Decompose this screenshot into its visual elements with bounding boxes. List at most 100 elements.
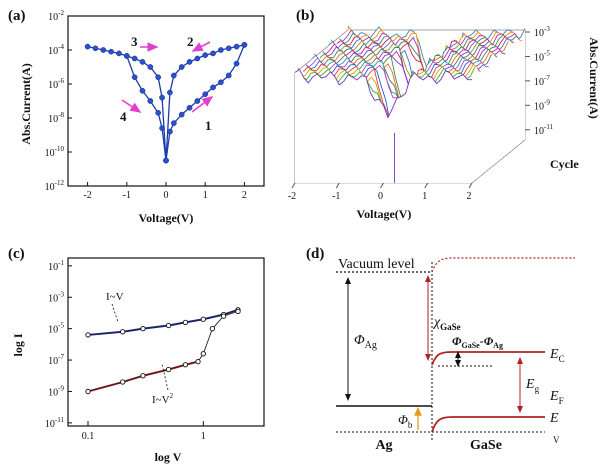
panel-c-ytick-label: 10-7 [48, 353, 64, 367]
panel-b-ztick-label: 10-9 [534, 98, 550, 112]
panel-a-point [210, 84, 216, 91]
sweep-label-2: 2 [187, 34, 194, 49]
panel-c-point [140, 373, 146, 379]
panel-a-point [225, 72, 232, 79]
panel-a-point [202, 52, 209, 58]
panel-b-xtick [291, 182, 296, 189]
panel-a-point [131, 55, 138, 62]
panel-a-point [131, 74, 138, 81]
panel-c-point [85, 388, 91, 395]
panel-b-ticks: -2 -1 0 1 2 10-3 10-5 10-7 10-9 10-11 [288, 25, 554, 202]
panel-b-zlabel: Abs.Current(A) [587, 37, 600, 118]
fit-pointer-iv2 [161, 363, 169, 391]
panel-a-xtick-label: -1 [123, 190, 131, 201]
panel-a-point [155, 110, 162, 116]
panel-a-point [186, 104, 193, 111]
panel-a-point [159, 94, 165, 101]
panel-c-point [209, 326, 216, 332]
panel-b-ztick-label: 10-5 [534, 49, 550, 63]
panel-b-xtick [335, 182, 340, 189]
sweep-arrow-4 [121, 99, 142, 113]
sweep-label-3: 3 [131, 34, 138, 49]
panel-b-xtick [380, 182, 384, 189]
panel-c-ytick-label: 10-9 [48, 384, 64, 398]
panel-a-point [139, 87, 146, 94]
panel-a-xtick-label: 0 [164, 190, 169, 201]
panel-c-ylabel: log I [11, 333, 25, 356]
panel-c-xlabel: log V [155, 450, 182, 464]
panel-a-xlabel: Voltage(V) [139, 211, 194, 225]
sweep-label-1: 1 [205, 118, 212, 133]
panel-b-xtick-label: -2 [288, 191, 296, 202]
panel-c-point [220, 313, 227, 319]
panel-a-point [194, 98, 201, 104]
panel-a-point [233, 43, 240, 50]
panel-a-point [167, 89, 173, 96]
panel-b-curves [294, 25, 526, 183]
panel-a-ytick-label: 10-12 [45, 179, 65, 193]
panel-a-ytick-label: 10-8 [48, 111, 64, 125]
panel-c: (c) log I log V 0.1 1 10-1 10-3 10-5 10-7 10-9… [8, 246, 265, 464]
valence-band-edge [431, 416, 545, 433]
panel-c-point [195, 358, 201, 365]
panel-a-point [210, 50, 216, 57]
vacuum-bend-gase [431, 257, 575, 273]
fit-pointer-iv [111, 303, 119, 323]
panel-a-line-hrs-neg [126, 55, 167, 161]
panel-c-ticks: 0.1 1 10-1 10-3 10-5 10-7 10-9 10-11 [45, 259, 206, 442]
panel-c-data-I~V2 [87, 310, 239, 392]
panel-b-xlabel: Voltage(V) [357, 207, 412, 221]
sweep-arrow-1 [191, 96, 214, 113]
panel-b-ztick-label: 10-3 [534, 25, 550, 39]
panel-b-xtick [468, 182, 473, 189]
panel-a-ytick-label: 10-2 [48, 9, 64, 23]
panel-a-xtick-label: 2 [242, 190, 247, 201]
panel-b-xtick [424, 182, 429, 189]
panel-a-point [100, 47, 107, 53]
fit-label-iv: I~V [106, 291, 124, 303]
panel-c-point [85, 332, 91, 338]
panel-a-point [147, 64, 154, 70]
panel-b-xtick-label: 0 [378, 191, 383, 202]
vacuum-level-label: Vacuum level [338, 257, 415, 272]
panel-b-ztick-label: 10-11 [534, 123, 554, 137]
sweep-arrow-2 [191, 41, 211, 52]
ef-label: EF [549, 389, 564, 406]
panel-a-ytick-label: 10-4 [48, 43, 64, 57]
panel-c-data [85, 307, 241, 395]
panel-a-point [186, 59, 193, 65]
panel-c-fit-I~V [87, 308, 239, 336]
panel-a-point [147, 98, 154, 104]
panel-b-cycle-curve [294, 68, 473, 119]
panel-a-point [108, 48, 114, 55]
panel-a-point [116, 50, 122, 57]
panel-a-point [139, 59, 146, 65]
panel-a-point [194, 55, 201, 62]
panel-c-point [200, 316, 206, 322]
chi-label: χGaSe [432, 315, 461, 332]
conduction-band-edge [431, 351, 545, 366]
panel-a-point [84, 43, 91, 50]
panel-a-point [163, 157, 169, 164]
phi-ag-label: ΦAg [354, 333, 377, 351]
panel-a-ytick-label: 10-6 [48, 77, 64, 91]
sweep-label-4: 4 [120, 109, 127, 124]
panel-b-xtick-label: 2 [467, 191, 472, 202]
panel-a-point [225, 45, 232, 52]
panel-c-point [182, 319, 189, 326]
panel-b-xtick-label: -1 [332, 191, 340, 202]
panel-c-xtick-label: 0.1 [82, 431, 95, 442]
phi-b-label: Φb [398, 412, 413, 430]
panel-a-point [167, 128, 173, 135]
panel-a-point [92, 45, 99, 52]
panel-c-point [235, 308, 241, 315]
ec-label: EC [549, 347, 565, 364]
panel-c-xtick-label: 1 [201, 431, 206, 442]
panel-a-point [155, 74, 162, 81]
panel-a-point [170, 72, 177, 79]
ev-subscript: V [553, 435, 560, 445]
metal-label: Ag [375, 438, 392, 453]
panel-a-point [159, 125, 165, 132]
panel-a-ylabel: Abs.Current(A) [19, 63, 33, 144]
